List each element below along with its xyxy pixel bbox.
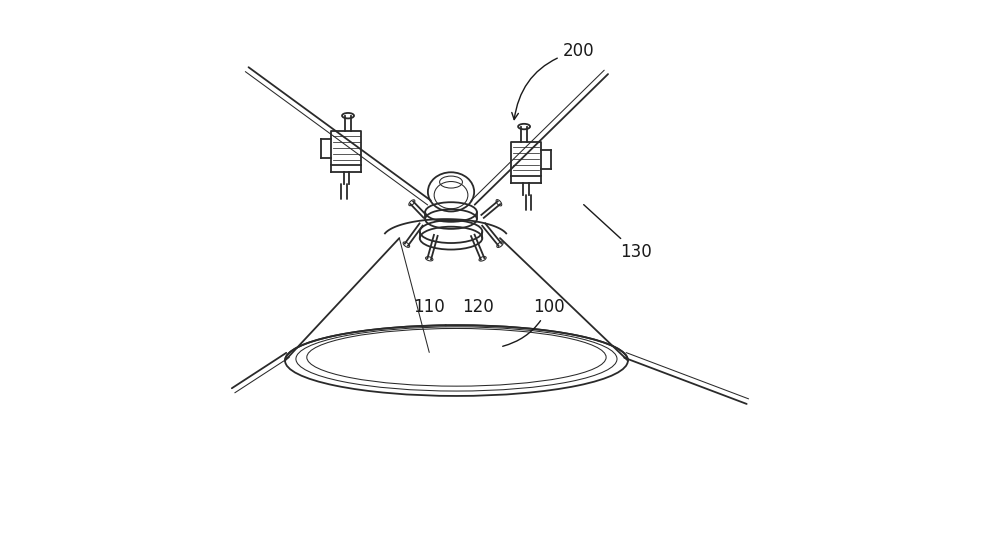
Text: 200: 200 bbox=[512, 42, 594, 120]
Text: 130: 130 bbox=[584, 205, 651, 261]
Text: 110: 110 bbox=[413, 298, 445, 316]
Text: 100: 100 bbox=[503, 298, 564, 346]
Text: 120: 120 bbox=[462, 298, 494, 316]
